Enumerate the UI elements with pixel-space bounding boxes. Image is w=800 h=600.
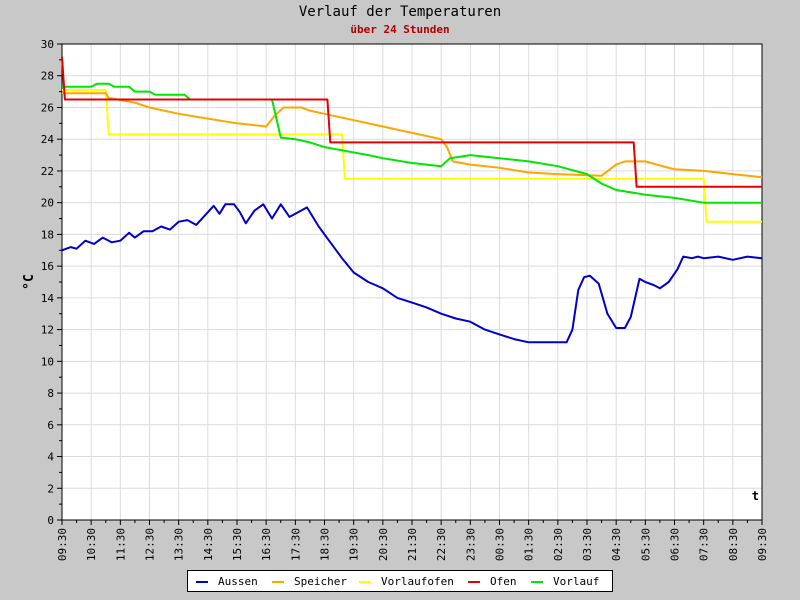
- series-line-vorlaufofen: [62, 89, 762, 223]
- y-tick-label: 10: [41, 355, 54, 368]
- series-line-ofen: [61, 56, 762, 188]
- x-tick-label: 16:30: [260, 528, 273, 561]
- legend-item-vorlaufofen: Vorlaufofen: [359, 575, 454, 589]
- plot-border: [61, 43, 763, 521]
- x-tick-label: 20:30: [377, 528, 390, 561]
- y-axis-label: °C: [22, 274, 37, 290]
- x-tick-label: 10:30: [85, 528, 98, 561]
- legend-item-speicher: Speicher: [272, 575, 347, 589]
- x-tick-label: 07:30: [698, 528, 711, 561]
- x-axis-label: t: [752, 489, 759, 503]
- x-tick-label: 11:30: [114, 528, 127, 561]
- y-tick-label: 22: [41, 165, 54, 178]
- chart-subtitle: über 24 Stunden: [350, 23, 450, 36]
- legend-label-aussen: Aussen: [218, 575, 258, 588]
- x-tick-label: 06:30: [669, 528, 682, 561]
- x-tick-label: 18:30: [319, 528, 332, 561]
- legend-swatch-aussen: [196, 581, 208, 583]
- legend-item-vorlauf: Vorlauf: [531, 575, 599, 589]
- x-tick-label: 23:30: [464, 528, 477, 561]
- legend-swatch-ofen: [468, 581, 480, 583]
- series-line-aussen: [61, 203, 763, 344]
- x-tick-label: 08:30: [727, 528, 740, 561]
- x-tick-label: 02:30: [552, 528, 565, 561]
- x-tick-label: 01:30: [523, 528, 536, 561]
- y-tick-label: 14: [41, 292, 55, 305]
- y-tick-label: 24: [41, 133, 55, 146]
- x-tick-label: 05:30: [639, 528, 652, 561]
- x-tick-label: 03:30: [581, 528, 594, 561]
- y-tick-label: 16: [41, 260, 54, 273]
- legend-label-vorlauf: Vorlauf: [553, 575, 600, 588]
- y-tick-label: 6: [47, 419, 54, 432]
- legend-item-aussen: Aussen: [196, 575, 258, 589]
- legend-swatch-vorlauf: [531, 581, 543, 583]
- y-tick-label: 2: [47, 482, 54, 495]
- y-tick-label: 26: [41, 101, 54, 114]
- x-tick-label: 04:30: [610, 528, 623, 561]
- chart-title: Verlauf der Temperaturen: [298, 4, 502, 20]
- y-tick-label: 12: [41, 324, 54, 337]
- x-tick-label: 13:30: [173, 528, 186, 561]
- x-tick-label: 09:30: [56, 528, 69, 561]
- y-tick-label: 20: [41, 197, 54, 210]
- series-line-speicher: [62, 92, 763, 179]
- y-tick-label: 28: [41, 70, 54, 83]
- x-tick-label: 12:30: [144, 528, 157, 561]
- x-tick-label: 09:30: [756, 528, 769, 561]
- legend-label-ofen: Ofen: [490, 575, 517, 588]
- series-line-vorlauf: [62, 82, 762, 204]
- legend-swatch-vorlaufofen: [359, 581, 371, 583]
- y-tick-label: 8: [47, 387, 54, 400]
- y-tick-label: 4: [47, 451, 54, 464]
- legend-item-ofen: Ofen: [468, 575, 517, 589]
- y-tick-label: 0: [47, 514, 54, 527]
- x-tick-label: 19:30: [348, 528, 361, 561]
- legend: Aussen Speicher Vorlaufofen Ofen Vorlauf: [187, 570, 613, 592]
- x-tick-label: 00:30: [494, 528, 507, 561]
- y-tick-label: 18: [41, 228, 54, 241]
- legend-swatch-speicher: [272, 581, 284, 583]
- y-tick-label: 30: [41, 38, 54, 51]
- x-tick-label: 22:30: [435, 528, 448, 561]
- x-tick-label: 21:30: [406, 528, 419, 561]
- x-tick-label: 17:30: [289, 528, 302, 561]
- x-tick-label: 15:30: [231, 528, 244, 561]
- legend-label-speicher: Speicher: [294, 575, 347, 588]
- x-tick-label: 14:30: [202, 528, 215, 561]
- legend-label-vorlaufofen: Vorlaufofen: [381, 575, 454, 588]
